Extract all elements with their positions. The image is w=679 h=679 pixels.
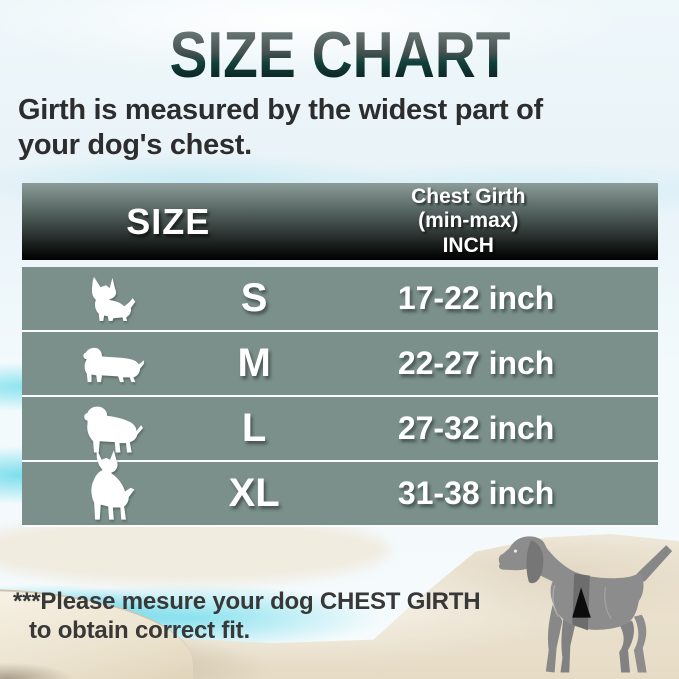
column-header-girth: Chest Girth (min-max) INCH [411, 184, 526, 257]
table-row: L 27-32 inch [22, 397, 658, 462]
page-title: SIZE CHART [168, 18, 511, 92]
girth-value: 17-22 inch [397, 280, 555, 316]
column-header-size: SIZE [126, 200, 211, 242]
subtitle-line2: your dog's chest. [18, 129, 252, 162]
labrador-icon [84, 406, 144, 453]
size-value: XL [228, 471, 280, 515]
size-value: M [237, 341, 271, 385]
great-dane-icon [91, 448, 135, 520]
girth-value: 27-32 inch [397, 410, 555, 446]
table-row: S 17-22 inch [22, 267, 658, 332]
girth-value: 22-27 inch [397, 345, 555, 381]
dachshund-icon [82, 347, 144, 382]
sand-dune-corner [0, 589, 193, 679]
footnote: ***Please mesure your dog CHEST GIRTH to… [13, 588, 553, 646]
size-value: S [240, 276, 268, 320]
table-row: M 22-27 inch [22, 332, 658, 397]
pointer-dog-icon [498, 536, 673, 673]
table-body: S 17-22 inch M 22-27 inch [22, 267, 658, 527]
table-header-row: SIZE Chest Girth (min-max) INCH [22, 183, 658, 260]
size-table: SIZE Chest Girth (min-max) INCH S 17-22 … [22, 183, 658, 527]
subtitle: Girth is measured by the widest part of … [18, 93, 673, 164]
footnote-line2: to obtain correct fit. [29, 616, 250, 644]
table-row: XL 31-38 inch [22, 448, 658, 527]
girth-value: 31-38 inch [397, 475, 555, 511]
footnote-line1: ***Please mesure your dog CHEST GIRTH [13, 588, 481, 615]
size-value: L [241, 406, 267, 450]
chihuahua-icon [91, 276, 135, 321]
chest-girth-measure-dog-illustration [490, 526, 676, 679]
subtitle-line1: Girth is measured by the widest part of [18, 94, 543, 126]
